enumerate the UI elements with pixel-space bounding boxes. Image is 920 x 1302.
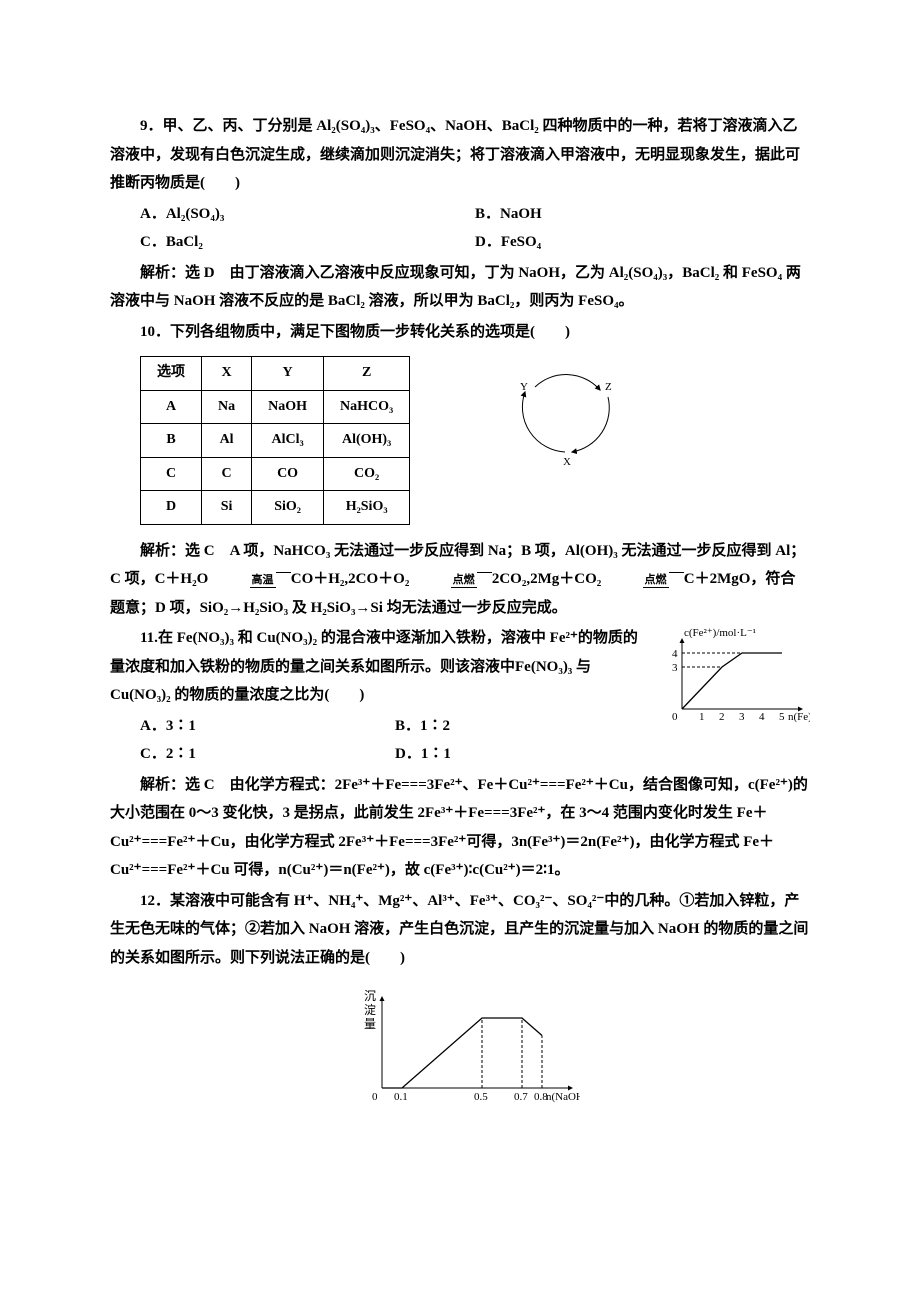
q9-num: 9． <box>140 118 163 134</box>
q11-wrap: 11.在 Fe(NO₃)₃ 和 Cu(NO₃)₂ 的混合液中逐渐加入铁粉，溶液中… <box>110 624 810 769</box>
reaction-cond-icon: 高温 <box>214 575 285 586</box>
page: 9．甲、乙、丙、丁分别是 Al₂(SO₄)₃、FeSO₄、NaOH、BaCl₂ … <box>0 0 920 1170</box>
q11-opt-c: C．2∶1 <box>140 740 395 769</box>
svg-text:1: 1 <box>699 711 705 723</box>
cycle-label-x: X <box>563 456 571 468</box>
cycle-label-y: Y <box>520 381 528 393</box>
reaction-cond-icon: 点燃 <box>415 575 486 586</box>
q11-text: 在 Fe(NO₃)₃ 和 Cu(NO₃)₂ 的混合液中逐渐加入铁粉，溶液中 Fe… <box>110 630 638 703</box>
q9-opt-d: D．FeSO₄ <box>475 228 810 257</box>
q9-stem: 9．甲、乙、丙、丁分别是 Al₂(SO₄)₃、FeSO₄、NaOH、BaCl₂ … <box>110 112 810 198</box>
svg-text:0.1: 0.1 <box>394 1091 408 1103</box>
q11-opt-a: A．3∶1 <box>140 712 395 741</box>
svg-text:3: 3 <box>739 711 745 723</box>
q9-text: 甲、乙、丙、丁分别是 Al₂(SO₄)₃、FeSO₄、NaOH、BaCl₂ 四种… <box>110 118 800 191</box>
table-row: BAlAlCl₃Al(OH)₃ <box>141 424 410 458</box>
svg-text:0.7: 0.7 <box>514 1091 528 1103</box>
svg-text:n(NaOH)/mol: n(NaOH)/mol <box>546 1091 580 1103</box>
svg-text:2: 2 <box>719 711 725 723</box>
svg-text:4: 4 <box>759 711 765 723</box>
q11-answer: 解析：选 C 由化学方程式：2Fe³⁺＋Fe===3Fe²⁺、Fe＋Cu²⁺==… <box>110 771 810 885</box>
q12-chart: 0.10.50.70.80沉淀量n(NaOH)/mol <box>340 980 580 1110</box>
svg-text:c(Fe²⁺)/mol·L⁻¹: c(Fe²⁺)/mol·L⁻¹ <box>684 627 756 639</box>
svg-text:n(Fe)/mol: n(Fe)/mol <box>788 711 810 723</box>
q9-answer: 解析：选 D 由丁溶液滴入乙溶液中反应现象可知，丁为 NaOH，乙为 Al₂(S… <box>110 259 810 316</box>
q10-num: 10． <box>140 324 170 340</box>
svg-text:3: 3 <box>672 662 678 674</box>
th-3: Z <box>324 357 410 391</box>
q11-opt-b: B．1∶2 <box>395 712 650 741</box>
q11-options-row2: C．2∶1 D．1∶1 <box>140 740 650 769</box>
reaction-cond-icon: 点燃 <box>607 575 678 586</box>
q10-stem: 10．下列各组物质中，满足下图物质一步转化关系的选项是( ) <box>110 318 810 347</box>
th-0: 选项 <box>141 357 202 391</box>
q10-table: 选项 X Y Z ANaNaOHNaHCO₃ BAlAlCl₃Al(OH)₃ C… <box>140 356 410 525</box>
th-2: Y <box>252 357 324 391</box>
svg-text:量: 量 <box>364 1017 376 1031</box>
q10-answer: 解析：选 C A 项，NaHCO₃ 无法通过一步反应得到 Na；B 项，Al(O… <box>110 537 810 623</box>
q11-num: 11. <box>140 630 158 646</box>
q9-opt-a: A．Al₂(SO₄)₃ <box>140 200 475 229</box>
q10-ans-mid2: 2CO₂,2Mg＋CO₂ <box>492 571 605 587</box>
q10-cycle-diagram: Y Z X <box>490 362 640 472</box>
svg-text:4: 4 <box>672 648 678 660</box>
q11-chart: 1 2 3 4 5 3 4 0 c(Fe²⁺)/mol·L⁻¹ n(Fe)/mol <box>660 624 810 724</box>
q11-opt-d: D．1∶1 <box>395 740 650 769</box>
svg-text:5: 5 <box>779 711 785 723</box>
svg-text:沉: 沉 <box>364 989 376 1003</box>
svg-text:0.5: 0.5 <box>474 1091 488 1103</box>
q9-opt-b: B．NaOH <box>475 200 810 229</box>
table-row: CCCOCO₂ <box>141 457 410 491</box>
q9-opt-c: C．BaCl₂ <box>140 228 475 257</box>
svg-text:0: 0 <box>372 1091 378 1103</box>
q9-options-row1: A．Al₂(SO₄)₃ B．NaOH <box>140 200 810 229</box>
q11-options-row1: A．3∶1 B．1∶2 <box>140 712 650 741</box>
q10-text: 下列各组物质中，满足下图物质一步转化关系的选项是( ) <box>170 324 570 340</box>
q11-stem: 11.在 Fe(NO₃)₃ 和 Cu(NO₃)₂ 的混合液中逐渐加入铁粉，溶液中… <box>110 624 650 710</box>
q12-stem: 12．某溶液中可能含有 H⁺、NH₄⁺、Mg²⁺、Al³⁺、Fe³⁺、CO₃²⁻… <box>110 887 810 973</box>
q12-num: 12． <box>140 893 170 909</box>
q12-text: 某溶液中可能含有 H⁺、NH₄⁺、Mg²⁺、Al³⁺、Fe³⁺、CO₃²⁻、SO… <box>110 893 808 966</box>
svg-text:淀: 淀 <box>364 1003 376 1017</box>
th-1: X <box>202 357 252 391</box>
svg-text:0: 0 <box>672 711 678 723</box>
cycle-label-z: Z <box>605 381 612 393</box>
q10-ans-mid1: CO＋H₂,2CO＋O₂ <box>291 571 413 587</box>
table-row: DSiSiO₂H₂SiO₃ <box>141 491 410 525</box>
q9-options-row2: C．BaCl₂ D．FeSO₄ <box>140 228 810 257</box>
q10-figure-wrap: 选项 X Y Z ANaNaOHNaHCO₃ BAlAlCl₃Al(OH)₃ C… <box>110 356 810 525</box>
table-row: ANaNaOHNaHCO₃ <box>141 390 410 424</box>
table-row: 选项 X Y Z <box>141 357 410 391</box>
